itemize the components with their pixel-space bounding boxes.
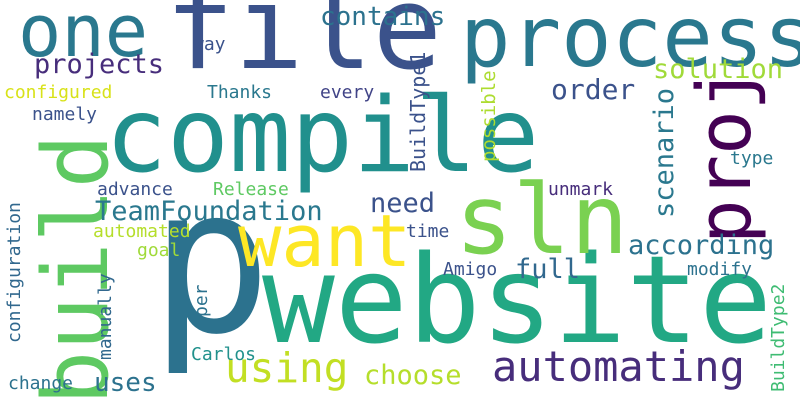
word-configured: configured bbox=[4, 82, 113, 103]
word-full: full bbox=[515, 254, 581, 285]
word-need: need bbox=[370, 188, 436, 219]
word-sln: sln bbox=[455, 164, 629, 276]
word-possible: possible bbox=[478, 70, 500, 162]
word-solution: solution bbox=[653, 54, 784, 85]
word-goal: goal bbox=[137, 240, 181, 261]
word-compile: compile bbox=[105, 76, 540, 196]
word-unmark: unmark bbox=[548, 179, 614, 200]
word-manually: manually bbox=[95, 273, 116, 360]
word-uses: uses bbox=[94, 368, 157, 398]
word-release: Release bbox=[213, 179, 289, 200]
word-automated: automated bbox=[93, 221, 191, 242]
word-order: order bbox=[551, 73, 636, 106]
word-file: file bbox=[165, 0, 442, 96]
word-configuration: configuration bbox=[4, 202, 25, 343]
word-according: according bbox=[628, 230, 775, 261]
word-using: using bbox=[225, 344, 349, 392]
word-per: per bbox=[191, 284, 212, 317]
word-automating: automating bbox=[492, 342, 745, 391]
word-scenario: scenario bbox=[649, 87, 680, 218]
word-process: process bbox=[460, 0, 800, 86]
word-buildtype2: BuildType2 bbox=[768, 283, 789, 392]
word-time: time bbox=[406, 221, 450, 242]
word-contains: contains bbox=[320, 2, 446, 32]
word-modify: modify bbox=[687, 259, 753, 280]
word-type: type bbox=[730, 148, 774, 169]
word-want: want bbox=[238, 199, 412, 283]
word-buildtype1: BuildType1 bbox=[406, 51, 430, 172]
word-thanks: Thanks bbox=[207, 82, 273, 103]
word-choose: choose bbox=[364, 360, 462, 391]
word-way: way bbox=[193, 34, 226, 55]
word-change: change bbox=[8, 373, 74, 394]
word-p: p bbox=[150, 143, 272, 379]
word-one: one bbox=[18, 0, 149, 73]
word-advance: advance bbox=[97, 179, 173, 200]
word-projects: projects bbox=[34, 49, 165, 80]
word-carlos: Carlos bbox=[191, 344, 257, 365]
word-every: every bbox=[320, 82, 375, 103]
word-build: build bbox=[24, 134, 129, 400]
word-namely: namely bbox=[32, 104, 98, 125]
word-teamfoundation: TeamFoundation bbox=[95, 196, 323, 227]
word-website: website bbox=[262, 230, 772, 371]
word-amigo: Amigo bbox=[443, 259, 498, 280]
